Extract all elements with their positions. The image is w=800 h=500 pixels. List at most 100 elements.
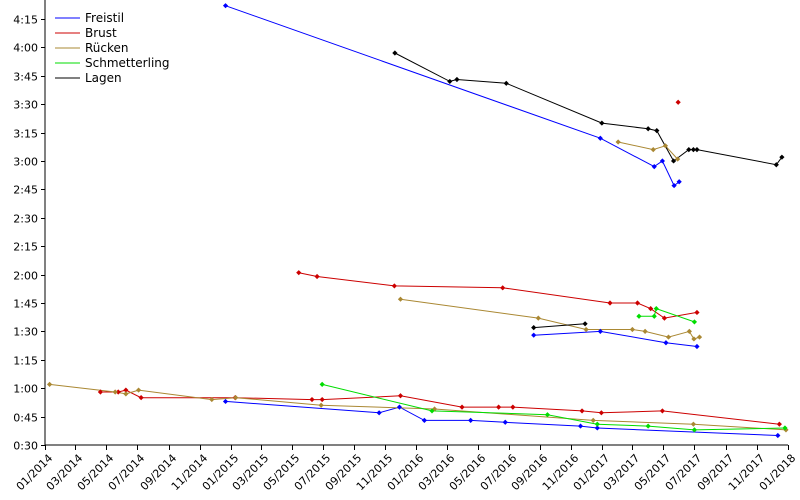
series-line-lagen bbox=[533, 323, 586, 329]
data-point-schmetterling bbox=[651, 313, 657, 319]
data-point-freistil bbox=[376, 410, 382, 416]
data-point-brust bbox=[776, 421, 782, 427]
data-point-brust bbox=[138, 395, 144, 401]
data-point-r-cken bbox=[535, 315, 541, 321]
series-line-r-cken bbox=[617, 141, 678, 160]
data-point-lagen bbox=[654, 128, 660, 134]
data-point-brust bbox=[579, 408, 585, 414]
data-point-lagen bbox=[392, 50, 398, 56]
legend-label-lagen: Lagen bbox=[85, 71, 122, 85]
data-point-r-cken bbox=[112, 389, 118, 395]
data-point-schmetterling bbox=[319, 381, 325, 388]
data-point-brust bbox=[496, 404, 502, 410]
data-point-schmetterling bbox=[636, 313, 642, 319]
data-point-freistil bbox=[663, 340, 669, 346]
data-point-lagen bbox=[454, 76, 460, 83]
data-point-lagen bbox=[670, 158, 677, 164]
data-point-lagen bbox=[582, 321, 588, 327]
data-point-freistil bbox=[222, 398, 229, 405]
y-tick-label: 1:45 bbox=[13, 298, 38, 311]
data-point-brust bbox=[648, 306, 654, 312]
legend-label-schmetterling: Schmetterling bbox=[85, 56, 170, 70]
y-tick-label: 1:30 bbox=[13, 326, 38, 339]
data-point-brust bbox=[314, 273, 320, 280]
data-point-brust bbox=[296, 270, 302, 276]
data-point-freistil bbox=[577, 423, 584, 429]
data-point-freistil bbox=[222, 3, 229, 9]
data-point-brust bbox=[659, 408, 665, 414]
data-point-freistil bbox=[396, 404, 403, 410]
data-point-freistil bbox=[694, 343, 700, 350]
data-point-freistil bbox=[651, 164, 657, 170]
y-tick-label: 1:15 bbox=[13, 355, 38, 368]
y-tick-label: 2:00 bbox=[13, 270, 38, 283]
data-point-lagen bbox=[531, 324, 537, 331]
y-tick-label: 3:00 bbox=[13, 156, 38, 169]
data-point-lagen bbox=[503, 80, 509, 86]
data-point-brust bbox=[391, 283, 397, 289]
data-point-lagen bbox=[694, 146, 700, 153]
data-point-r-cken bbox=[123, 391, 129, 397]
data-point-freistil bbox=[594, 425, 600, 431]
legend-label-brust: Brust bbox=[85, 26, 117, 40]
data-point-freistil bbox=[676, 179, 682, 185]
data-point-r-cken bbox=[662, 143, 669, 149]
data-point-r-cken bbox=[590, 417, 596, 423]
data-point-r-cken bbox=[615, 139, 621, 145]
data-point-lagen bbox=[599, 120, 605, 126]
data-point-r-cken bbox=[629, 326, 635, 333]
data-point-brust bbox=[675, 99, 681, 105]
data-point-r-cken bbox=[691, 336, 697, 342]
data-point-schmetterling bbox=[782, 425, 788, 431]
data-point-r-cken bbox=[665, 334, 672, 340]
data-point-schmetterling bbox=[645, 423, 651, 429]
data-point-r-cken bbox=[583, 326, 589, 333]
legend-label-r-cken: Rücken bbox=[85, 41, 129, 55]
data-point-lagen bbox=[690, 146, 697, 153]
data-point-lagen bbox=[686, 146, 692, 153]
data-point-freistil bbox=[468, 417, 474, 423]
y-tick-label: 0:45 bbox=[13, 412, 38, 425]
data-point-r-cken bbox=[397, 296, 404, 302]
data-point-schmetterling bbox=[691, 319, 698, 325]
y-tick-label: 2:15 bbox=[13, 241, 38, 254]
data-point-lagen bbox=[645, 126, 651, 132]
series-line-freistil bbox=[533, 330, 698, 347]
data-point-brust bbox=[500, 285, 506, 291]
data-point-brust bbox=[694, 309, 700, 316]
data-point-lagen bbox=[779, 154, 785, 160]
data-point-brust bbox=[634, 300, 641, 306]
data-point-brust bbox=[598, 410, 604, 416]
data-point-lagen bbox=[773, 162, 779, 168]
y-tick-label: 4:15 bbox=[13, 14, 38, 27]
data-point-brust bbox=[510, 404, 516, 410]
data-point-r-cken bbox=[46, 381, 53, 388]
y-tick-label: 1:00 bbox=[13, 383, 38, 396]
y-tick-label: 3:45 bbox=[13, 71, 38, 84]
data-point-schmetterling bbox=[691, 427, 698, 433]
data-point-freistil bbox=[659, 158, 665, 164]
y-tick-label: 3:15 bbox=[13, 128, 38, 141]
y-tick-label: 0:30 bbox=[13, 440, 38, 453]
data-point-r-cken bbox=[135, 387, 142, 393]
data-point-brust bbox=[397, 393, 404, 399]
data-point-r-cken bbox=[431, 406, 438, 412]
data-point-schmetterling bbox=[544, 412, 551, 418]
data-point-r-cken bbox=[675, 156, 681, 162]
data-point-schmetterling bbox=[594, 421, 600, 427]
data-point-lagen bbox=[447, 78, 453, 85]
data-point-r-cken bbox=[783, 427, 789, 433]
data-point-r-cken bbox=[686, 328, 692, 334]
data-point-freistil bbox=[597, 135, 603, 141]
legend-label-freistil: Freistil bbox=[85, 11, 124, 25]
data-point-brust bbox=[97, 389, 104, 395]
data-point-brust bbox=[115, 389, 121, 395]
data-point-brust bbox=[123, 387, 129, 393]
y-tick-label: 2:45 bbox=[13, 184, 38, 197]
y-tick-label: 2:30 bbox=[13, 213, 38, 226]
data-point-brust bbox=[607, 300, 613, 306]
data-point-freistil bbox=[671, 182, 677, 189]
data-point-brust bbox=[661, 315, 668, 321]
